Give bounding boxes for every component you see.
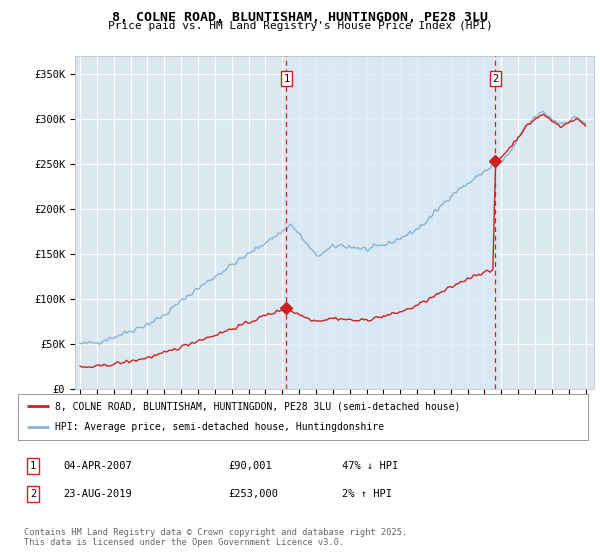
Text: 1: 1 bbox=[283, 73, 290, 83]
Text: Contains HM Land Registry data © Crown copyright and database right 2025.
This d: Contains HM Land Registry data © Crown c… bbox=[24, 528, 407, 547]
Text: £253,000: £253,000 bbox=[228, 489, 278, 499]
Text: 2: 2 bbox=[30, 489, 36, 499]
Text: Price paid vs. HM Land Registry's House Price Index (HPI): Price paid vs. HM Land Registry's House … bbox=[107, 21, 493, 31]
Text: HPI: Average price, semi-detached house, Huntingdonshire: HPI: Average price, semi-detached house,… bbox=[55, 422, 384, 432]
Text: £90,001: £90,001 bbox=[228, 461, 272, 471]
Text: 8, COLNE ROAD, BLUNTISHAM, HUNTINGDON, PE28 3LU: 8, COLNE ROAD, BLUNTISHAM, HUNTINGDON, P… bbox=[112, 11, 488, 24]
Text: 23-AUG-2019: 23-AUG-2019 bbox=[63, 489, 132, 499]
Text: 04-APR-2007: 04-APR-2007 bbox=[63, 461, 132, 471]
Bar bbox=[286, 56, 496, 389]
Text: 47% ↓ HPI: 47% ↓ HPI bbox=[342, 461, 398, 471]
Text: 8, COLNE ROAD, BLUNTISHAM, HUNTINGDON, PE28 3LU (semi-detached house): 8, COLNE ROAD, BLUNTISHAM, HUNTINGDON, P… bbox=[55, 401, 460, 411]
Text: 2: 2 bbox=[492, 73, 499, 83]
Text: 2% ↑ HPI: 2% ↑ HPI bbox=[342, 489, 392, 499]
Text: 1: 1 bbox=[30, 461, 36, 471]
